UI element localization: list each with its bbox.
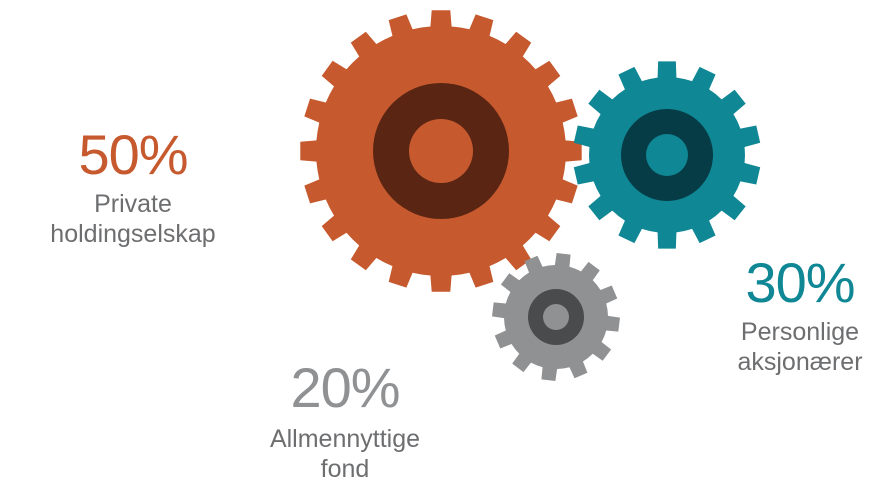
stat-personal-label-line2: aksjonærer	[737, 348, 863, 376]
orange-gear-hub	[409, 119, 473, 183]
stat-fund-label-line1: Allmennyttige	[269, 425, 421, 453]
stat-charitable-funds: 20% Allmennyttige fond	[230, 360, 460, 484]
stat-private-label-line2: holdingselskap	[50, 220, 216, 248]
stat-personal-label-line1: Personlige	[740, 318, 860, 346]
stat-fund-label-line2: fond	[320, 455, 370, 483]
stat-personal-shareholders: 30% Personlige aksjonærer	[705, 255, 891, 377]
stat-fund-percent: 20%	[290, 356, 400, 419]
gray-gear-hub	[543, 304, 569, 330]
medium-teal-gear	[573, 61, 761, 249]
teal-gear-hub	[646, 134, 688, 176]
stat-private-percent: 50%	[78, 123, 188, 186]
stat-private-label-line1: Private	[94, 190, 172, 218]
stat-private-holding: 50% Private holdingselskap	[18, 127, 248, 249]
small-gray-gear	[492, 253, 620, 381]
stat-personal-percent: 30%	[745, 251, 855, 314]
large-orange-gear	[300, 10, 582, 292]
